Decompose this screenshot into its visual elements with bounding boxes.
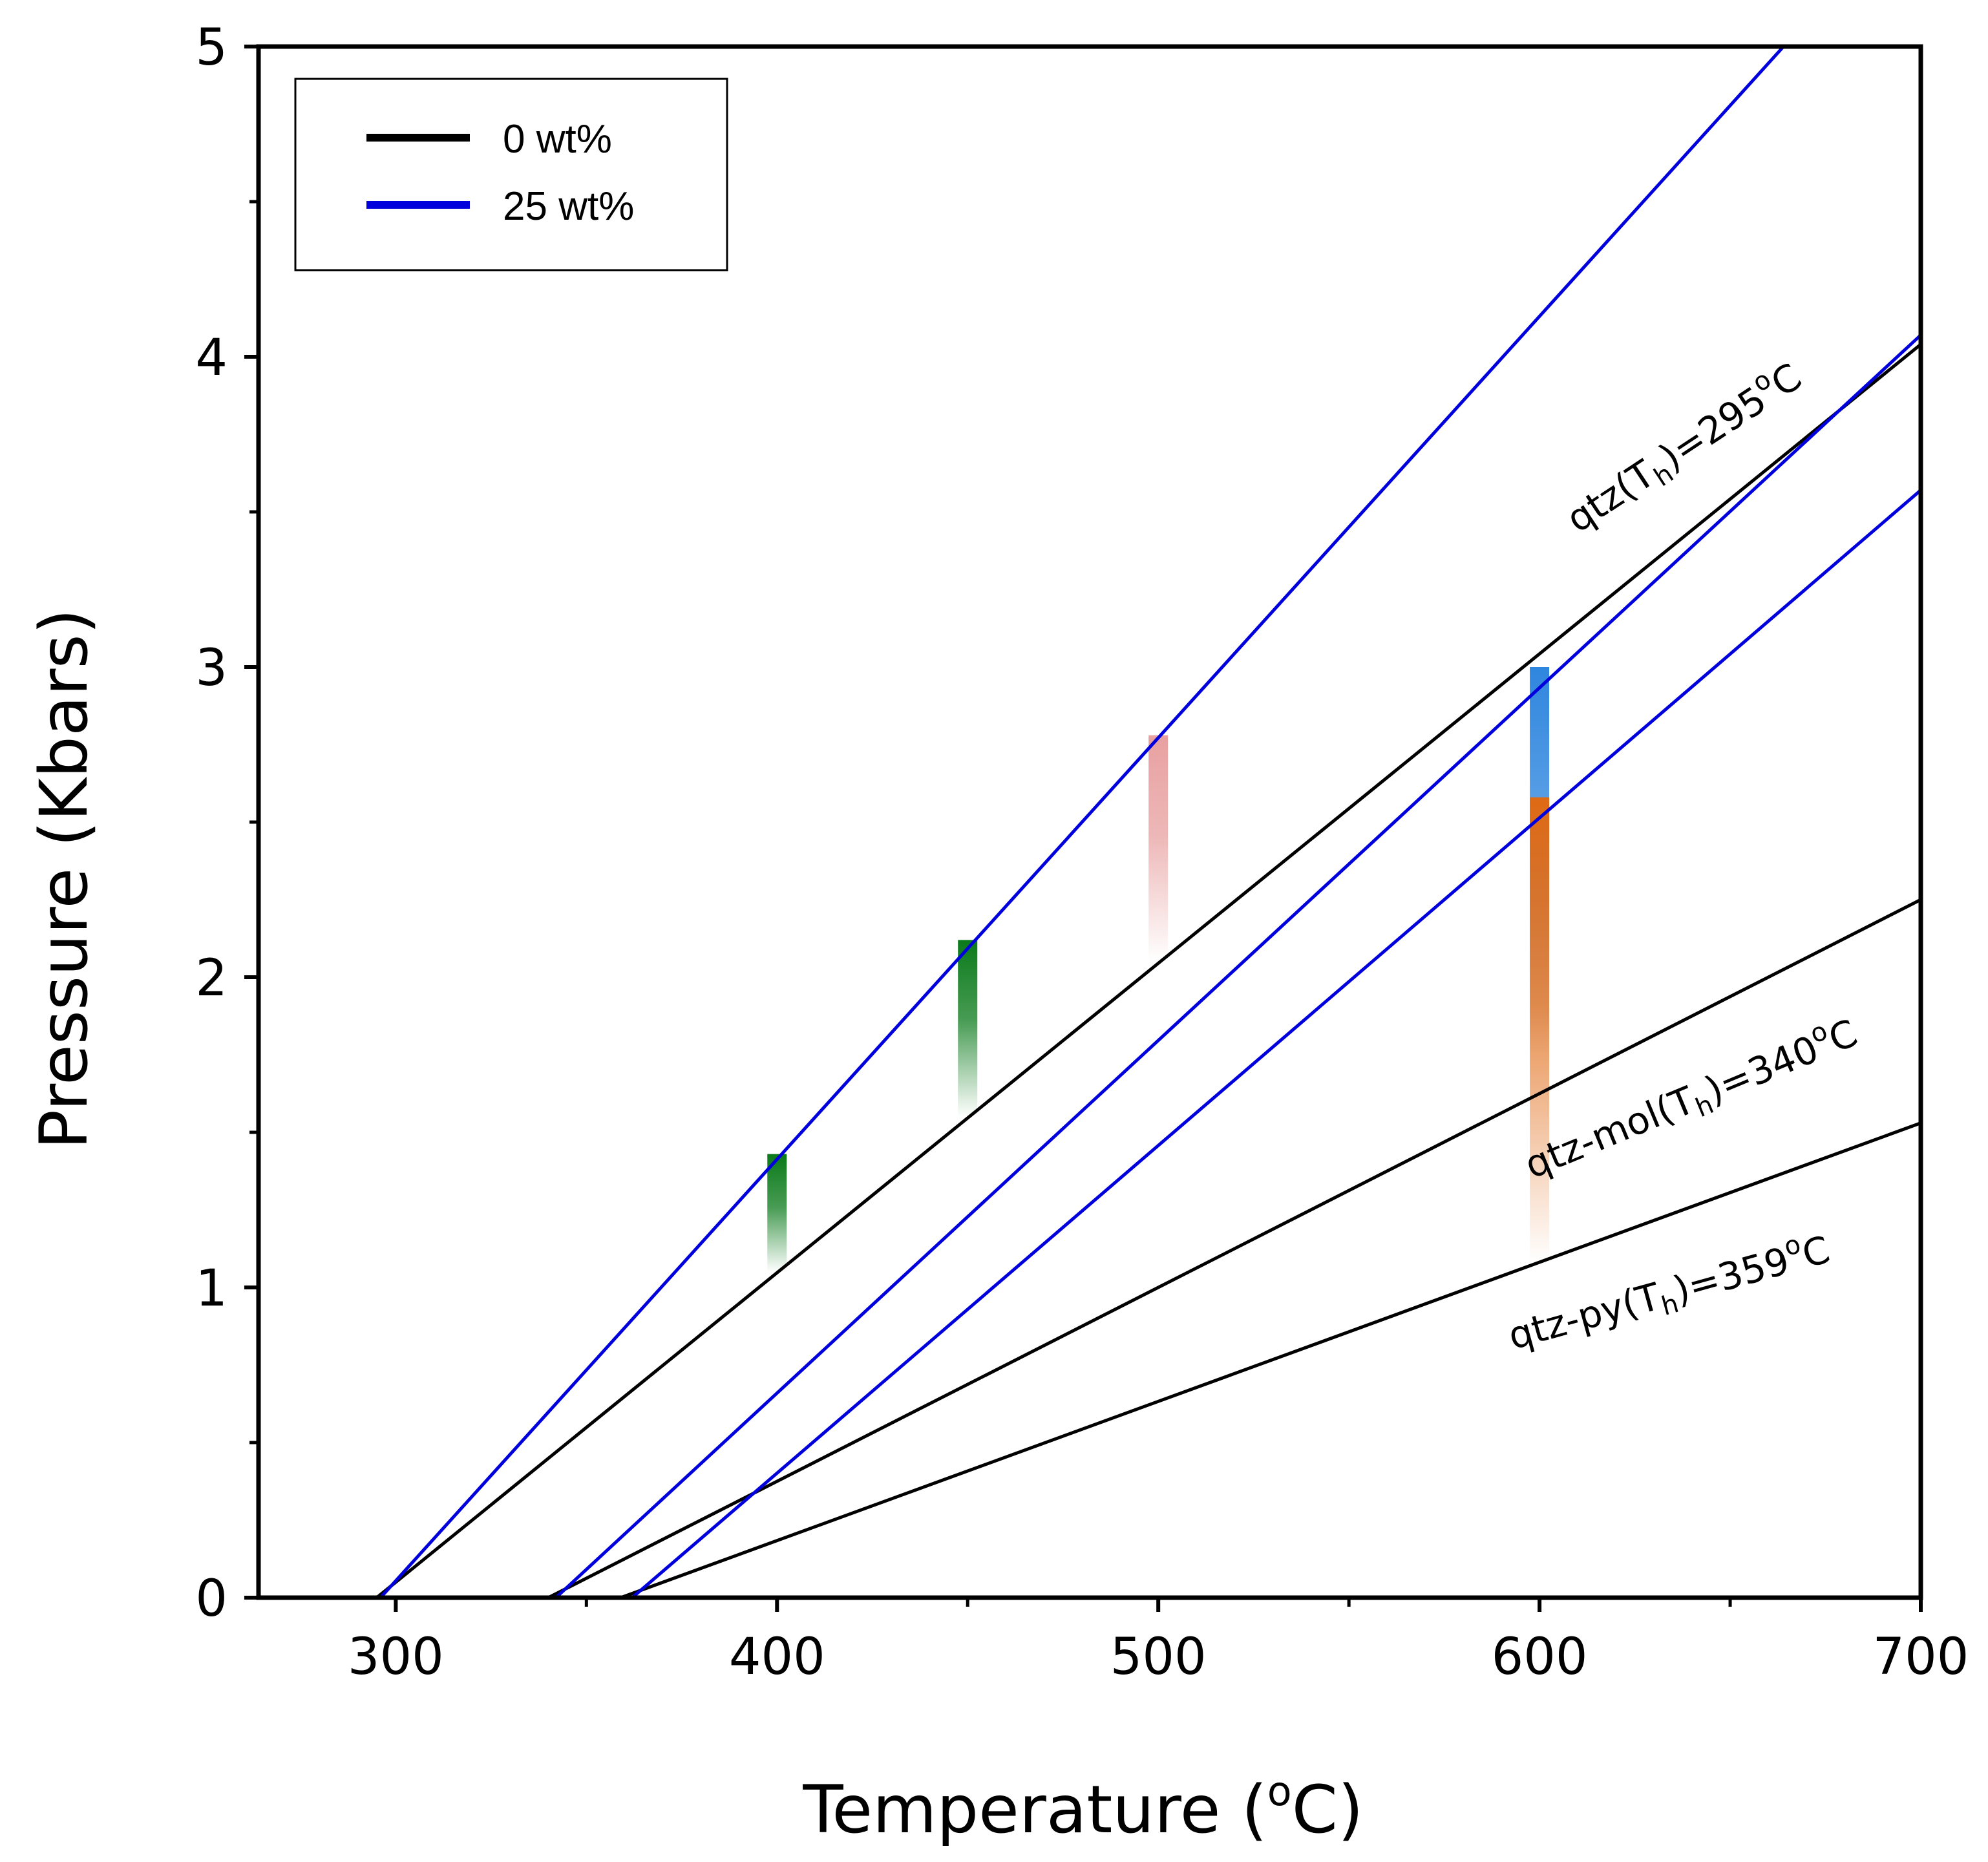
legend-label-25wt: 25 wt% <box>503 184 634 229</box>
x-tick-label-400: 400 <box>729 1628 825 1686</box>
y-tick-label-1: 1 <box>195 1260 227 1318</box>
axis-ticks: 300 400 500 600 700 0 1 2 3 4 5 <box>195 19 1969 1686</box>
line-qtz-25-wt- <box>379 47 1785 1598</box>
y-tick-label-3: 3 <box>195 639 227 697</box>
x-axis-title: Temperature (oC) <box>802 1768 1363 1848</box>
y-tick-label-0: 0 <box>195 1570 227 1628</box>
y-axis-title: Pressure (Kbars) <box>26 609 103 1150</box>
x-axis-title-main: Temperature ( <box>802 1772 1267 1848</box>
line-qtz-0-wt- <box>375 343 1921 1598</box>
x-tick-label-600: 600 <box>1492 1628 1588 1686</box>
line-qtz-py-0-wt- <box>620 1121 1921 1598</box>
x-tick-label-500: 500 <box>1110 1628 1207 1686</box>
y-tick-label-5: 5 <box>195 19 227 77</box>
line-qtz-mol-25-wt- <box>555 333 1921 1598</box>
legend: 0 wt% 25 wt% <box>294 78 728 271</box>
x-tick-label-300: 300 <box>348 1628 444 1686</box>
isochore-lines <box>375 47 1921 1598</box>
shaded-range-600-4 <box>1530 797 1550 1263</box>
x-tick-label-700: 700 <box>1873 1628 1969 1686</box>
y-tick-label-4: 4 <box>195 329 227 387</box>
x-axis-title-unit: C) <box>1292 1772 1364 1848</box>
shaded-range-450-1 <box>958 940 978 1117</box>
line-label-2: qtz-py(Th)=359oC <box>1502 1222 1835 1363</box>
shaded-range-500-2 <box>1148 735 1168 962</box>
line-label-0: qtz(Th)=295oC <box>1556 350 1812 545</box>
line-label-1: qtz-mol(Th)=340oC <box>1517 1006 1866 1192</box>
line-qtz-py-25-wt- <box>631 489 1921 1598</box>
y-tick-label-2: 2 <box>195 949 227 1008</box>
shaded-ranges <box>767 667 1550 1272</box>
legend-box <box>294 78 728 271</box>
legend-label-0wt: 0 wt% <box>503 117 612 162</box>
plot-area-frame <box>256 44 1923 1600</box>
line-qtz-mol-0-wt- <box>547 898 1921 1598</box>
shaded-range-400-0 <box>767 1154 787 1272</box>
x-axis-title-degree: o <box>1267 1768 1292 1815</box>
